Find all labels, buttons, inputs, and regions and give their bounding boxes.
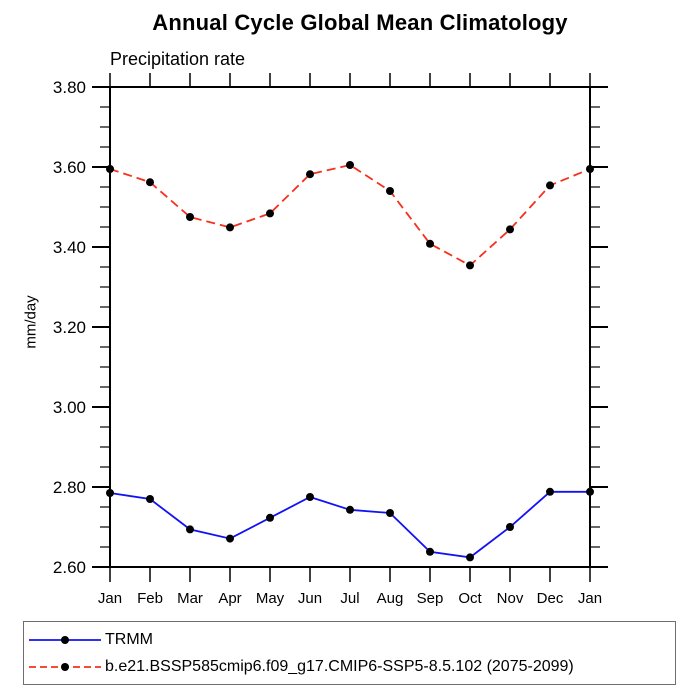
data-point-model [426,239,434,248]
y-tick-label: 3.00 [53,398,86,417]
data-point-trmm [506,523,514,531]
data-point-trmm [226,534,234,543]
data-point-model [106,165,114,173]
x-tick-label: Mar [177,590,203,607]
y-tick-label: 3.40 [53,238,86,257]
x-tick-label: Jan [98,590,122,607]
data-point-trmm [466,553,474,562]
chart-title: Annual Cycle Global Mean Climatology [152,10,568,35]
data-point-trmm [386,509,394,517]
data-point-trmm [426,547,434,556]
x-tick-label: Jun [298,590,322,607]
legend-line-sample-model [29,662,101,671]
x-tick-label: May [256,590,285,607]
data-point-trmm [546,487,554,496]
data-point-trmm [106,489,114,497]
series-line-trmm [109,490,590,559]
legend-label-model: b.e21.BSSP585cmip6.f09_g17.CMIP6-SSP5-8.… [105,657,574,675]
x-tick-label: Feb [137,590,163,607]
x-tick-label: Nov [497,590,524,607]
x-tick-label: Sep [417,590,444,607]
y-tick-label: 3.80 [53,78,86,97]
x-tick-label: Aug [377,590,404,607]
chart-subtitle: Precipitation rate [110,49,246,69]
legend-row-model: b.e21.BSSP585cmip6.f09_g17.CMIP6-SSP5-8.… [28,653,675,680]
legend-marker-dot [61,662,69,671]
legend-box: TRMM b.e21.BSSP585cmip6.f09_g17.CMIP6-SS… [23,621,676,685]
legend-label-trmm: TRMM [105,630,153,648]
data-point-model [506,225,514,234]
data-point-trmm [146,495,154,503]
data-point-model [466,261,474,270]
y-tick-label: 3.60 [53,158,86,177]
x-tick-label: Oct [458,590,482,607]
data-point-model [546,181,554,190]
data-point-trmm [266,513,274,522]
data-point-model [306,170,314,179]
data-point-trmm [346,505,354,514]
data-point-trmm [306,493,314,501]
data-point-model [226,223,234,232]
y-tick-label: 3.20 [53,318,86,337]
data-point-trmm [186,525,194,534]
data-point-trmm [586,487,594,496]
data-point-model [346,161,354,169]
data-point-model [146,178,154,187]
legend-line-sample-trmm [29,635,101,644]
legend-row-trmm: TRMM [28,626,675,653]
data-point-model [386,187,394,195]
x-tick-label: Jul [340,590,359,607]
y-tick-label: 2.80 [53,478,86,497]
data-point-model [266,209,274,218]
x-tick-label: Dec [537,590,564,607]
x-tick-label: Jan [578,590,602,607]
series-line-model [109,164,591,267]
plot-frame [109,86,591,568]
y-tick-label: 2.60 [53,558,86,577]
x-tick-label: Apr [218,590,241,607]
data-point-model [186,213,194,221]
legend-marker-dot [61,635,69,644]
data-point-model [586,165,594,173]
